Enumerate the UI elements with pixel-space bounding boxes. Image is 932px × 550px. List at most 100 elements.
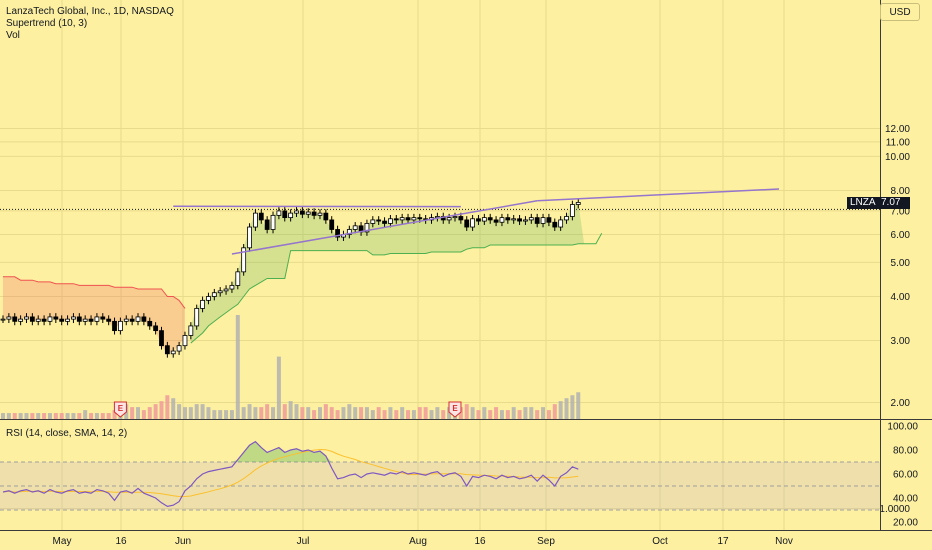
volume-bar [312,410,317,419]
candle [305,208,311,219]
candle-body [106,318,112,322]
rsi-legend[interactable]: RSI (14, close, SMA, 14, 2) [6,428,128,439]
candle-body [487,217,493,221]
candle-body [18,318,24,322]
candle-body [82,318,88,322]
currency-button[interactable]: USD [880,3,920,21]
volume-bar [247,404,252,419]
volume-bar [47,413,52,419]
candle-body [540,217,546,224]
volume-bar [458,407,463,419]
volume-bar [335,410,340,419]
rsi-tick-label: 60.00 [893,470,918,481]
candle [82,315,88,326]
x-tick-label: Jul [297,536,310,547]
volume-bar [488,410,493,419]
volume-bar [494,407,499,419]
candle [71,313,76,323]
y-tick-label: 10.00 [885,152,910,163]
candle-body [247,226,252,249]
candle [112,317,117,335]
candle-body [270,214,276,230]
volume-bar [53,413,58,419]
candle-body [458,216,464,221]
volume-bar [159,401,164,419]
candle [29,313,35,326]
candle [100,313,106,323]
candle-body [188,325,194,336]
y-tick-label: 2.00 [891,398,911,409]
candle [558,216,564,231]
volume-legend[interactable]: Vol [6,30,20,41]
candle-body [335,229,340,238]
candle-body [100,316,106,320]
candle [388,214,393,228]
y-tick-label: 3.00 [891,336,911,347]
volume-bar [400,407,405,419]
candle-body [517,218,522,222]
candle-body [118,320,123,332]
candle [499,213,505,227]
candle-body [323,212,329,221]
candle-body [94,316,100,322]
candle [135,313,141,326]
volume-bar [229,410,234,419]
volume-bar [206,407,211,419]
volume-bar [394,410,399,419]
candle [546,213,552,227]
candle [200,296,205,313]
supertrend-down-line [3,276,186,309]
candle [18,315,24,326]
candle [517,214,522,225]
volume-bar [182,407,187,419]
volume-bar [359,407,364,419]
candle [464,216,470,231]
candle [470,214,476,231]
volume-bar [100,413,105,419]
candle-body [253,212,258,228]
candle [65,315,70,326]
candle [405,213,411,224]
candle-body [493,219,499,223]
candle [106,315,112,326]
candle-body [194,308,200,327]
volume-bar [276,356,281,419]
candle-body [29,316,35,322]
candle-body [564,216,569,221]
candle-body [123,318,129,322]
earnings-marker: E [113,401,127,418]
candle-body [159,330,164,347]
volume-bar [177,404,182,419]
volume-bar [570,395,575,419]
x-tick-label: May [53,536,72,547]
candle [170,347,176,358]
candle [523,216,528,225]
candle [329,216,335,234]
candle [223,285,229,295]
candle-body [446,217,452,221]
candle-body [452,216,458,219]
trendline-layer[interactable] [173,188,780,255]
candle [311,208,317,220]
candle [264,216,270,234]
x-tick-label: Oct [652,536,668,547]
candle [153,322,159,335]
candle-body [546,217,552,223]
candle [235,268,241,290]
candle-body [76,316,82,322]
supertrend-down-fill [3,276,185,354]
volume-bar [194,404,199,419]
supertrend-legend[interactable]: Supertrend (10, 3) [6,18,88,29]
candle-body [370,219,376,224]
trendline [231,200,538,255]
candle [382,217,387,228]
candle-body [299,210,305,215]
rsi-layer [0,440,880,511]
volume-bar [200,404,205,419]
x-tick-label: 16 [115,536,127,547]
candle-body [129,318,135,322]
x-tick-label: Sep [537,536,555,547]
candle [534,213,540,228]
candle-body [505,217,511,221]
